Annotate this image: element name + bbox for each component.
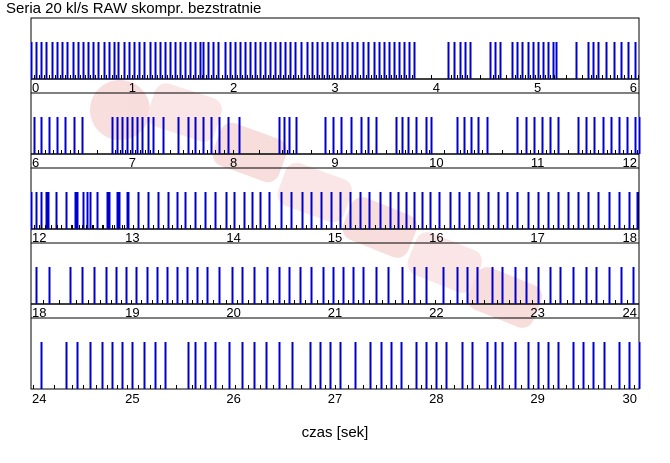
tick-label: 14 xyxy=(226,230,240,245)
tick-label: 2 xyxy=(230,80,237,95)
tick-label: 23 xyxy=(530,305,544,320)
tick-label: 8 xyxy=(230,155,237,170)
tick-label: 18 xyxy=(623,230,637,245)
tick-label: 19 xyxy=(125,305,139,320)
tick-label: 24 xyxy=(623,305,637,320)
tick-label: 4 xyxy=(433,80,440,95)
tick-label: 11 xyxy=(531,155,545,170)
tick-label: 13 xyxy=(125,230,139,245)
tick-label: 10 xyxy=(429,155,443,170)
tick-label: 6 xyxy=(630,80,637,95)
tick-label: 0 xyxy=(32,80,39,95)
tick-label: 27 xyxy=(328,391,342,406)
tick-label: 15 xyxy=(328,230,342,245)
tick-label: 26 xyxy=(226,391,240,406)
tick-label: 25 xyxy=(125,391,139,406)
tick-label: 29 xyxy=(530,391,544,406)
tick-label: 28 xyxy=(429,391,443,406)
x-axis-label: czas [sek] xyxy=(301,424,369,441)
tick-label: 22 xyxy=(429,305,443,320)
tick-label: 20 xyxy=(226,305,240,320)
tick-label: 1 xyxy=(129,80,136,95)
tick-label: 12 xyxy=(623,155,637,170)
tick-label: 30 xyxy=(623,391,637,406)
tick-label: 24 xyxy=(32,391,46,406)
tick-label: 7 xyxy=(129,155,136,170)
chart-title: Seria 20 kl/s RAW skompr. bezstratnie xyxy=(6,0,262,17)
tick-label: 18 xyxy=(32,305,46,320)
tick-label: 5 xyxy=(534,80,541,95)
tick-label: 16 xyxy=(429,230,443,245)
tick-label: 6 xyxy=(32,155,39,170)
tick-label: 21 xyxy=(328,305,342,320)
tick-label: 9 xyxy=(331,155,338,170)
watermark-shape xyxy=(90,80,543,328)
tick-label: 3 xyxy=(331,80,338,95)
tick-label: 17 xyxy=(530,230,544,245)
tick-label: 12 xyxy=(32,230,46,245)
